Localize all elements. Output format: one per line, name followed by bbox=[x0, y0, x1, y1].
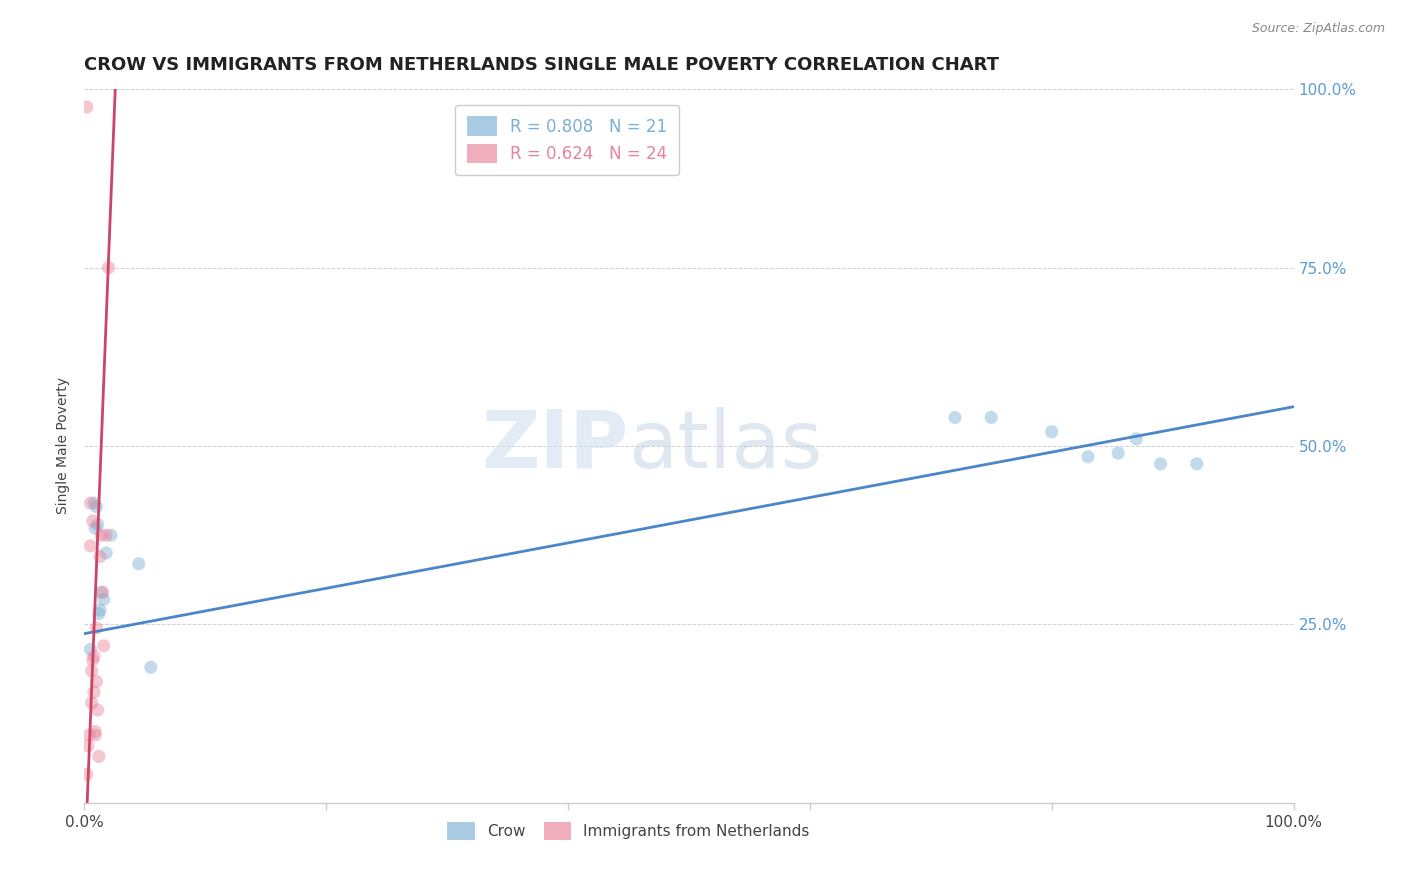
Point bbox=[89, 549, 111, 564]
Point bbox=[86, 500, 108, 514]
Text: atlas: atlas bbox=[628, 407, 823, 485]
Point bbox=[1040, 425, 1063, 439]
Point bbox=[84, 728, 107, 742]
Point bbox=[980, 410, 1002, 425]
Point bbox=[84, 521, 107, 535]
Point bbox=[100, 528, 122, 542]
Point bbox=[1077, 450, 1099, 464]
Point bbox=[84, 724, 107, 739]
Point bbox=[79, 539, 101, 553]
Point bbox=[86, 674, 108, 689]
Point bbox=[94, 528, 117, 542]
Legend: Crow, Immigrants from Netherlands: Crow, Immigrants from Netherlands bbox=[439, 813, 818, 848]
Point bbox=[943, 410, 966, 425]
Point bbox=[139, 660, 162, 674]
Point bbox=[87, 607, 110, 621]
Point bbox=[80, 664, 103, 678]
Point bbox=[79, 642, 101, 657]
Point bbox=[83, 649, 105, 664]
Point bbox=[1185, 457, 1208, 471]
Text: Source: ZipAtlas.com: Source: ZipAtlas.com bbox=[1251, 22, 1385, 36]
Point bbox=[87, 749, 110, 764]
Point bbox=[90, 528, 112, 542]
Point bbox=[128, 557, 150, 571]
Point bbox=[77, 728, 100, 742]
Point bbox=[93, 639, 115, 653]
Point bbox=[91, 585, 114, 599]
Point bbox=[86, 517, 108, 532]
Point bbox=[1125, 432, 1147, 446]
Point bbox=[89, 603, 111, 617]
Point bbox=[1149, 457, 1171, 471]
Point bbox=[90, 585, 112, 599]
Point bbox=[86, 621, 108, 635]
Point bbox=[79, 496, 101, 510]
Point bbox=[82, 653, 104, 667]
Point bbox=[83, 496, 105, 510]
Point bbox=[93, 592, 115, 607]
Text: CROW VS IMMIGRANTS FROM NETHERLANDS SINGLE MALE POVERTY CORRELATION CHART: CROW VS IMMIGRANTS FROM NETHERLANDS SING… bbox=[84, 56, 1000, 74]
Point bbox=[82, 514, 104, 528]
Point bbox=[86, 703, 108, 717]
Text: ZIP: ZIP bbox=[481, 407, 628, 485]
Point bbox=[80, 696, 103, 710]
Point bbox=[1107, 446, 1129, 460]
Point bbox=[94, 546, 117, 560]
Point bbox=[76, 767, 98, 781]
Point bbox=[83, 685, 105, 699]
Point bbox=[77, 739, 100, 753]
Point bbox=[76, 100, 98, 114]
Point bbox=[97, 260, 120, 275]
Y-axis label: Single Male Poverty: Single Male Poverty bbox=[56, 377, 70, 515]
